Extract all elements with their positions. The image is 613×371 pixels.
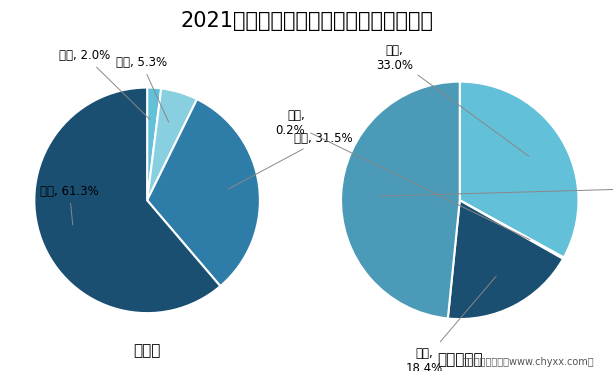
- Wedge shape: [448, 200, 563, 319]
- Text: 2021年中国社会客运量及旅客周转量占比: 2021年中国社会客运量及旅客周转量占比: [180, 11, 433, 31]
- Wedge shape: [147, 99, 260, 286]
- Wedge shape: [341, 82, 460, 318]
- Wedge shape: [460, 200, 564, 259]
- Wedge shape: [460, 82, 579, 257]
- Text: 公路,
18.4%: 公路, 18.4%: [406, 276, 496, 371]
- Text: 水运, 61.3%: 水运, 61.3%: [40, 185, 99, 225]
- Text: 水运,
0.2%: 水运, 0.2%: [276, 109, 530, 240]
- Title: 客运量: 客运量: [134, 344, 161, 358]
- Title: 旅客周转量: 旅客周转量: [437, 352, 482, 367]
- Wedge shape: [147, 88, 161, 200]
- Text: 公路, 2.0%: 公路, 2.0%: [59, 49, 150, 119]
- Text: 铁路, 5.3%: 铁路, 5.3%: [116, 56, 169, 122]
- Text: 铁路,
48.4%: 铁路, 48.4%: [379, 174, 613, 203]
- Text: 制图：智研咨询（www.chyxx.com）: 制图：智研咨询（www.chyxx.com）: [463, 357, 595, 367]
- Wedge shape: [147, 88, 197, 200]
- Text: 民航,
33.0%: 民航, 33.0%: [376, 44, 529, 157]
- Wedge shape: [34, 88, 220, 313]
- Text: 民航, 31.5%: 民航, 31.5%: [228, 132, 352, 189]
